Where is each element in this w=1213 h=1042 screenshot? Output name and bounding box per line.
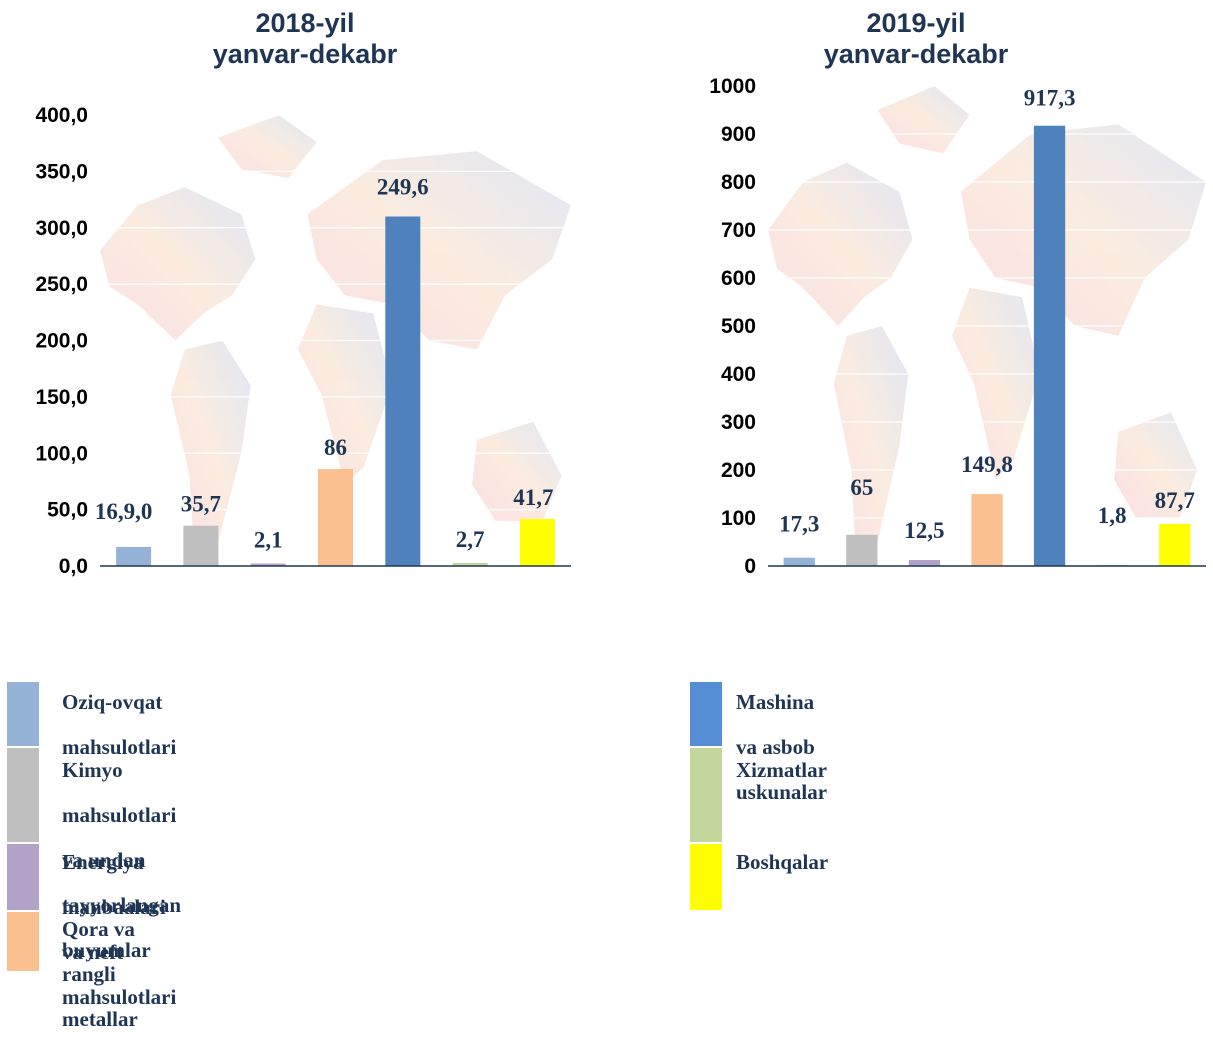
chart-title-line2: yanvar-dekabr — [823, 39, 1009, 69]
map-shape — [307, 151, 571, 350]
legend-label: Qora va rangli metallar — [62, 917, 138, 1031]
y-tick-label: 400,0 — [35, 104, 88, 127]
map-shape — [217, 115, 317, 179]
map-shape — [952, 287, 1040, 480]
y-tick-label: 400 — [721, 363, 756, 386]
y-tick-label: 50,0 — [47, 499, 88, 522]
legend-swatch — [7, 912, 39, 971]
map-shape — [472, 421, 562, 521]
y-tick-label: 300 — [721, 411, 756, 434]
data-label: 249,6 — [377, 175, 429, 200]
map-shape — [170, 340, 251, 557]
data-label: 41,7 — [513, 485, 553, 510]
y-tick-label: 0 — [744, 555, 756, 578]
bar — [183, 525, 219, 566]
bar — [971, 494, 1003, 566]
bar — [1159, 523, 1191, 566]
legend-swatch — [690, 682, 722, 746]
chart-title-line1: 2018-yil — [255, 8, 355, 38]
data-label: 1,8 — [1098, 503, 1127, 528]
data-label: 149,8 — [961, 452, 1013, 477]
chart-title-line1: 2019-yil — [866, 8, 966, 38]
y-tick-label: 350,0 — [35, 160, 88, 183]
bar — [452, 563, 488, 566]
chart-title: 2019-yil yanvar-dekabr — [761, 8, 1071, 70]
chart-plot: 0,0 50,0 100,0 150,0 200,0 250,0 300,0 350,0 400… — [35, 104, 571, 578]
legend-label: Mashina va asbob uskunalar — [736, 690, 828, 804]
map-shape — [297, 304, 392, 485]
map-shape — [100, 187, 256, 341]
y-tick-label: 200,0 — [35, 330, 88, 353]
y-tick-label: 0,0 — [59, 555, 88, 578]
chart-plot: 0 100 200 300 400 500 600 700 800 900 1000 17,3 65 12… — [709, 75, 1206, 578]
chart-2019: 2019-yil yanvar-dekabr 0 100 200 300 400 500 6… — [606, 0, 1213, 620]
bar — [519, 519, 555, 566]
y-tick-label: 600 — [721, 267, 756, 290]
chart-2018: 2018-yil yanvar-dekabr 0,0 50,0 100,0 150,0… — [0, 0, 600, 620]
y-tick-label: 250,0 — [35, 273, 88, 296]
bar — [385, 216, 421, 566]
data-label: 65 — [850, 475, 873, 500]
data-label: 2,1 — [254, 528, 283, 553]
legend-swatch — [690, 748, 722, 842]
legend-label: Boshqalar — [736, 850, 829, 874]
chart-title-line2: yanvar-dekabr — [212, 39, 398, 69]
y-tick-label: 500 — [721, 315, 756, 338]
bar — [908, 560, 941, 566]
map-backdrop — [100, 115, 571, 557]
data-label: 16,9,0 — [95, 499, 153, 524]
map-shape — [1114, 412, 1198, 518]
map-shape — [768, 162, 913, 326]
data-label: 917,3 — [1024, 86, 1076, 111]
data-label: 17,3 — [779, 512, 819, 537]
y-tick-label: 300,0 — [35, 217, 88, 240]
y-tick-label: 1000 — [709, 75, 756, 98]
y-tick-label: 150,0 — [35, 386, 88, 409]
y-tick-label: 700 — [721, 219, 756, 242]
legend-label-line2: buyumlar — [62, 938, 151, 962]
legend-label-line1: Kimyo mahsulotlari va undan tayyorlangan — [62, 758, 182, 917]
map-shape — [833, 326, 909, 557]
y-tick-label: 900 — [721, 123, 756, 146]
y-tick-label: 200 — [721, 459, 756, 482]
data-label: 12,5 — [904, 518, 944, 543]
data-label: 2,7 — [456, 527, 485, 552]
map-shape — [877, 86, 970, 154]
bar — [846, 534, 878, 566]
bar — [116, 546, 152, 566]
legend-label: Kimyo mahsulotlari va undan tayyorlangan… — [62, 748, 181, 973]
legend: Oziq-ovqat mahsulotlari Kimyo mahsulotla… — [0, 680, 1213, 1031]
y-tick-label: 100,0 — [35, 442, 88, 465]
y-tick-label: 800 — [721, 171, 756, 194]
bar — [318, 469, 353, 566]
legend-swatch — [7, 682, 39, 746]
legend-swatch — [690, 844, 722, 910]
legend-swatch — [7, 844, 39, 910]
map-backdrop — [768, 86, 1206, 557]
data-label: 35,7 — [181, 492, 221, 517]
bar — [250, 563, 286, 566]
y-tick-label: 100 — [721, 507, 756, 530]
data-label: 86 — [324, 435, 347, 460]
bar — [1033, 125, 1066, 566]
legend-label: Oziq-ovqat mahsulotlari — [62, 690, 177, 759]
bar — [783, 557, 815, 566]
legend-label: Xizmatlar — [736, 758, 827, 782]
data-label: 87,7 — [1155, 488, 1195, 513]
legend-swatch — [7, 748, 39, 842]
chart-title: 2018-yil yanvar-dekabr — [130, 8, 480, 70]
